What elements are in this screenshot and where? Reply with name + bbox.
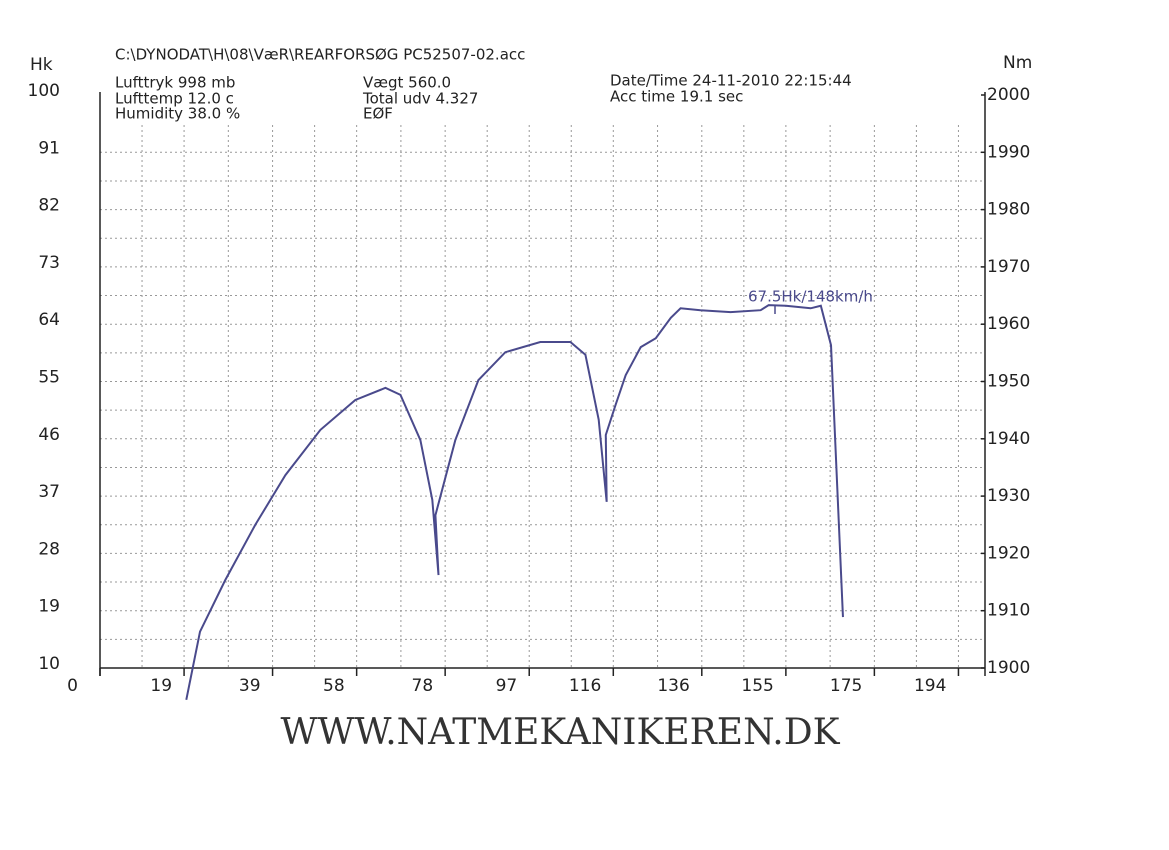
y-tick-label: 82 xyxy=(38,196,60,216)
y2-tick-label: 1940 xyxy=(987,429,1030,449)
y-tick-label: 46 xyxy=(38,425,60,445)
x-tick-label: 39 xyxy=(239,676,261,696)
y-axis-label: Hk xyxy=(30,55,53,75)
footer-url: WWW.NATMEKANIKEREN.DK xyxy=(281,712,841,753)
info-text: Lufttryk 998 mb xyxy=(115,74,235,92)
x-tick-label: 78 xyxy=(412,676,434,696)
y-tick-label: 91 xyxy=(38,138,60,158)
y2-tick-label: 1970 xyxy=(987,257,1030,277)
y-tick-label: 37 xyxy=(38,482,60,502)
y2-tick-label: 1910 xyxy=(987,601,1030,621)
info-text: EØF xyxy=(363,105,393,123)
info-text: Lufttemp 12.0 c xyxy=(115,90,234,108)
x-tick-label: 136 xyxy=(657,676,689,696)
info-text: Acc time 19.1 sec xyxy=(610,88,743,106)
y2-axis-label: Nm xyxy=(1003,53,1032,73)
y2-tick-label: 2000 xyxy=(987,85,1030,105)
info-text: Vægt 560.0 xyxy=(363,74,451,92)
y-tick-label: 28 xyxy=(38,539,60,559)
y2-tick-label: 1950 xyxy=(987,372,1030,392)
info-text: Date/Time 24-11-2010 22:15:44 xyxy=(610,72,852,90)
peak-annotation: 67.5Hk/148km/h xyxy=(748,288,873,306)
y2-tick-label: 1980 xyxy=(987,200,1030,220)
y-tick-label: 64 xyxy=(38,310,60,330)
y2-tick-label: 1960 xyxy=(987,314,1030,334)
y2-tick-label: 1990 xyxy=(987,142,1030,162)
y2-tick-label: 1930 xyxy=(987,486,1030,506)
x-tick-label: 175 xyxy=(830,676,862,696)
file-path: C:\DYNODAT\H\08\VæR\REARFORSØG PC52507-0… xyxy=(115,46,525,64)
y-tick-label: 55 xyxy=(38,368,60,388)
y-tick-label: 73 xyxy=(38,253,60,273)
y-tick-label: 100 xyxy=(28,81,60,101)
power-curve xyxy=(185,304,844,701)
info-text: Total udv 4.327 xyxy=(362,90,478,108)
info-text: Humidity 38.0 % xyxy=(115,105,240,123)
x-tick-label: 116 xyxy=(569,676,601,696)
x-tick-label: 19 xyxy=(150,676,172,696)
y2-tick-label: 1920 xyxy=(987,543,1030,563)
x-tick-label: 155 xyxy=(741,676,773,696)
x-tick-label: 58 xyxy=(323,676,345,696)
y-tick-label: 10 xyxy=(38,654,60,674)
y-tick-label: 19 xyxy=(38,597,60,617)
x-tick-label: 194 xyxy=(914,676,946,696)
x-tick-label: 0 xyxy=(67,676,78,696)
y2-tick-label: 1900 xyxy=(987,658,1030,678)
x-tick-label: 97 xyxy=(496,676,518,696)
